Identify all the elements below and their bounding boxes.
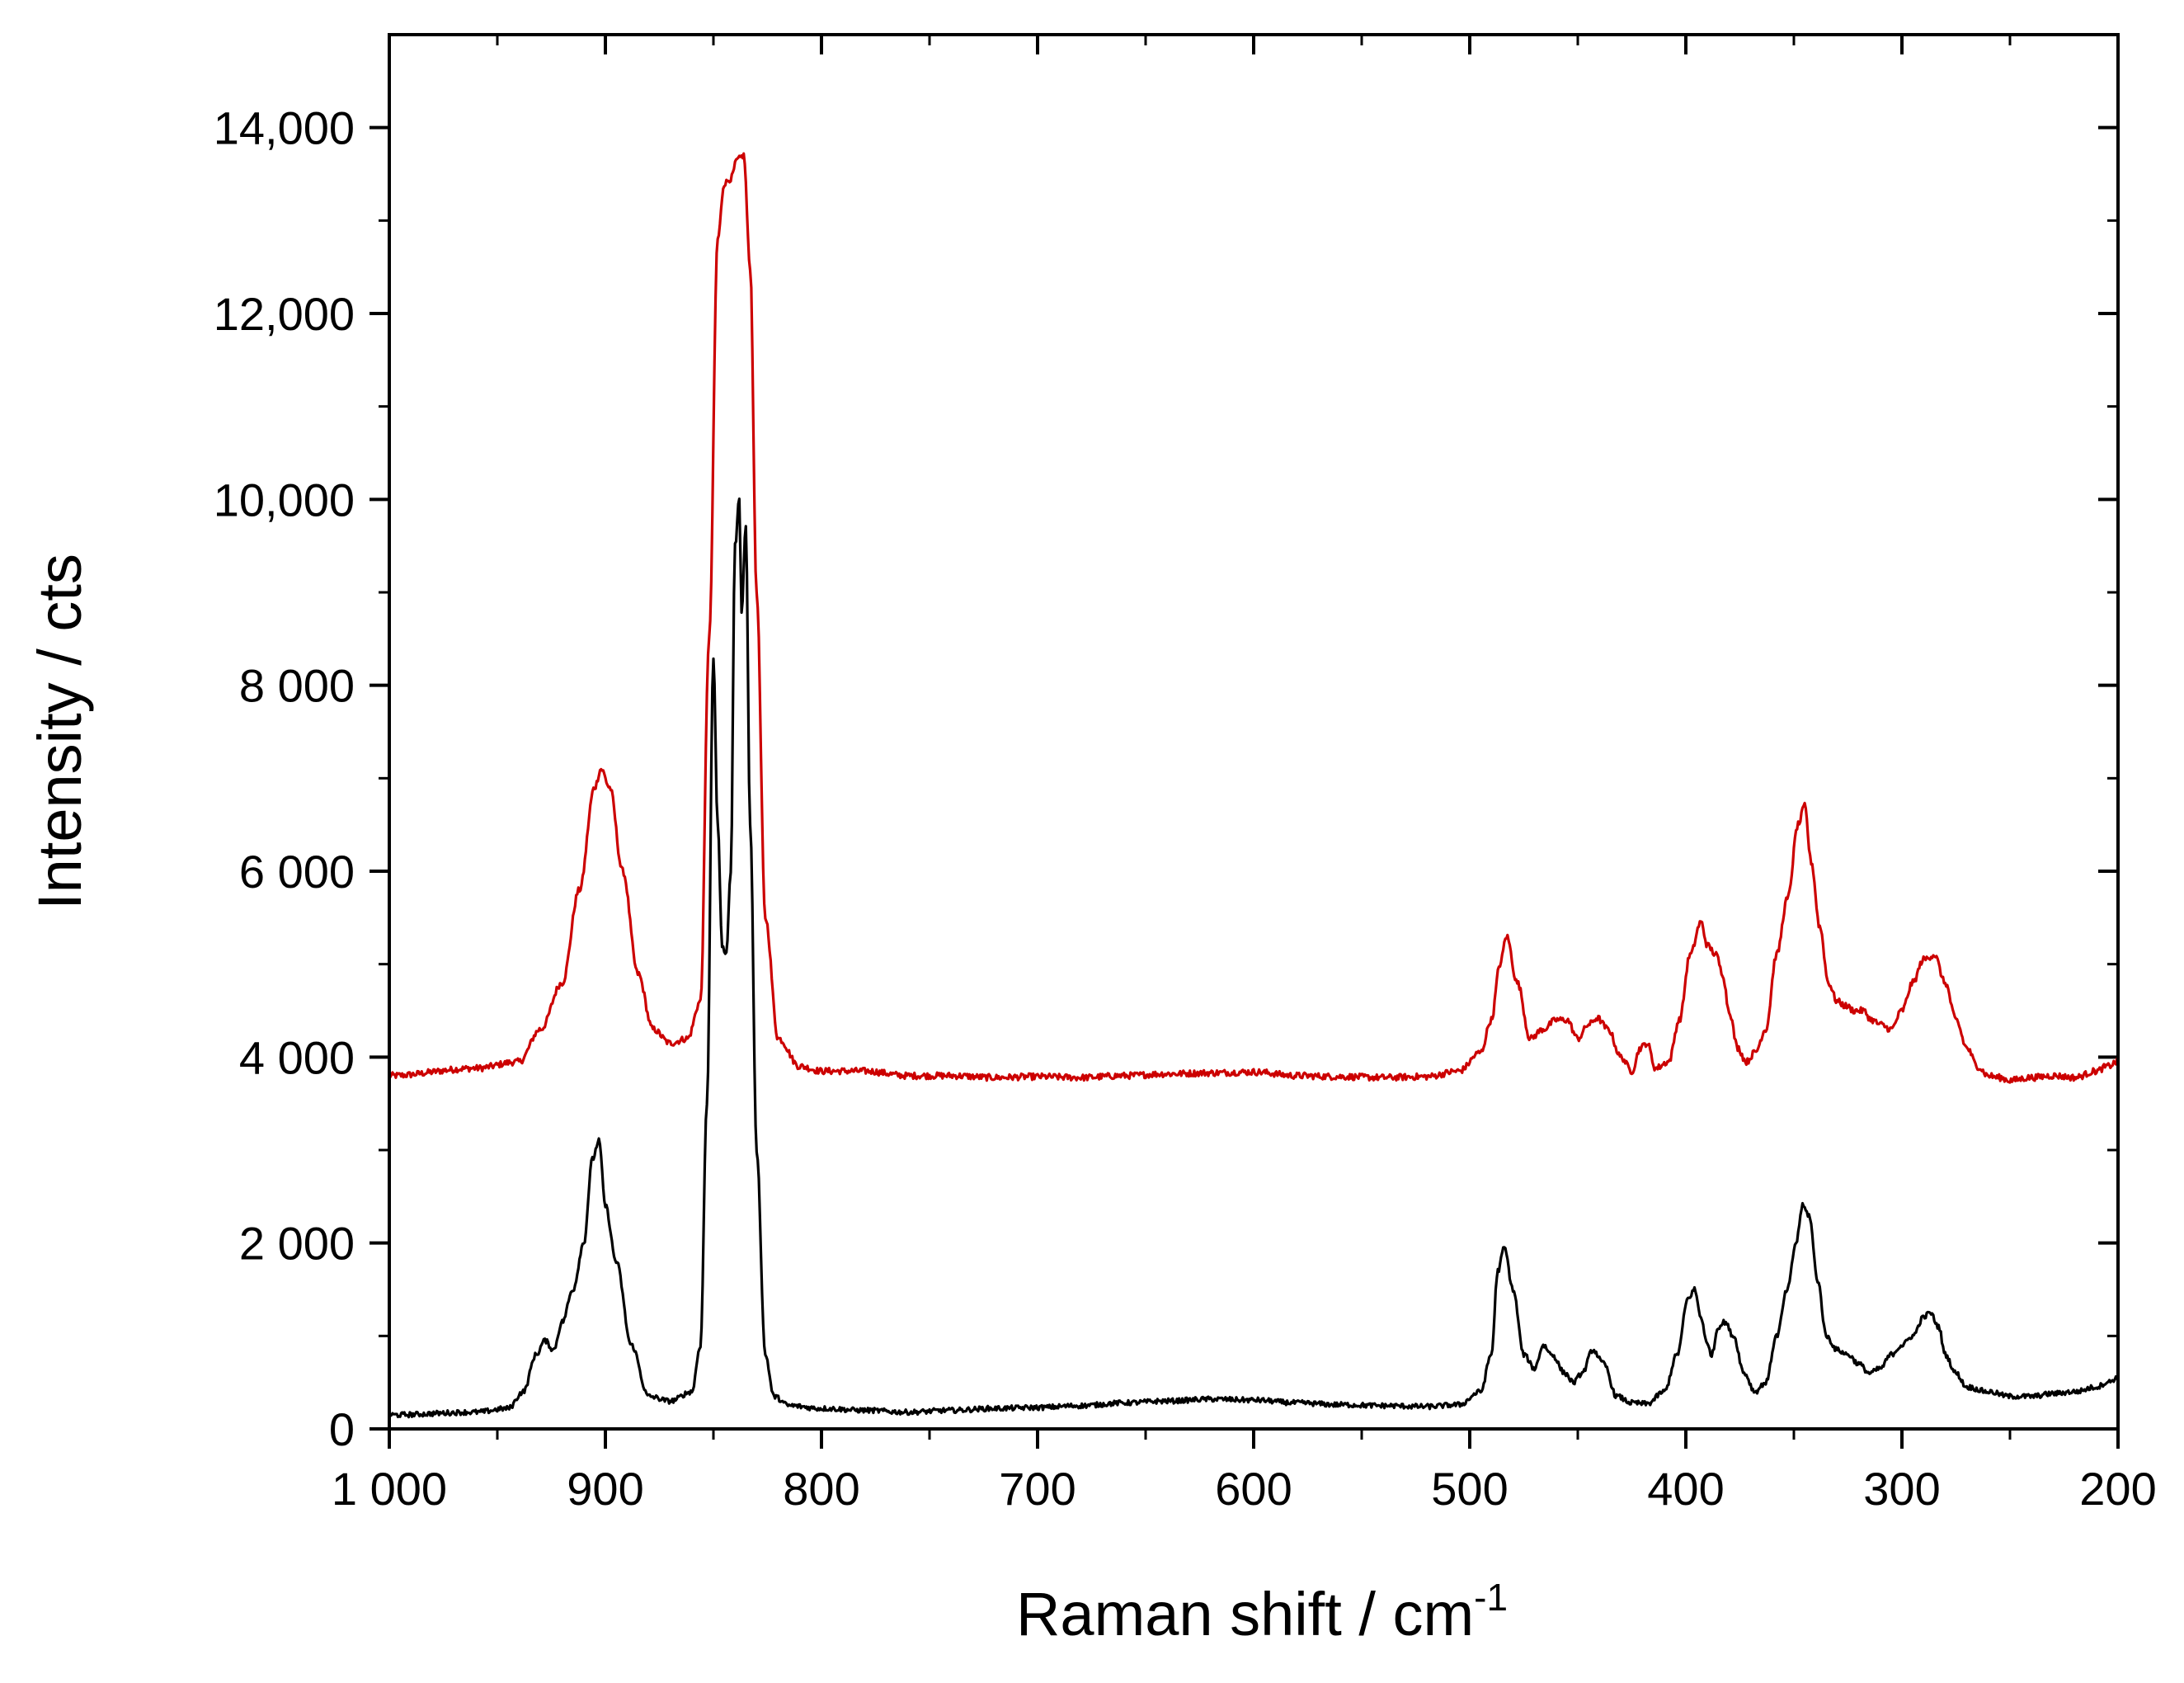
plot-frame [388,33,2120,1431]
x-axis-title: Raman shift / cm-1 [1016,1576,1508,1648]
x-tick-label: 300 [1863,1463,1940,1515]
spectrum-line-lower [388,497,2120,1419]
x-tick-label: 700 [999,1463,1076,1515]
y-tick-label: 8 000 [239,660,355,712]
y-tick-label: 4 000 [239,1031,355,1083]
y-tick-label: 12,000 [214,288,355,340]
y-tick-label: 6 000 [239,846,355,898]
y-tick-label: 0 [329,1403,355,1455]
x-tick-label: 500 [1431,1463,1508,1515]
x-tick-label: 400 [1647,1463,1724,1515]
y-tick-label: 2 000 [239,1218,355,1270]
x-tick-label: 200 [2079,1463,2156,1515]
x-tick-label: 600 [1215,1463,1292,1515]
x-tick-label: 1 000 [332,1463,447,1515]
spectrum-line-upper [388,152,2120,1084]
spectra [388,152,2120,1419]
y-tick-label: 14,000 [214,102,355,154]
x-tick-label: 900 [567,1463,643,1515]
y-tick-label: 10,000 [214,474,355,526]
x-tick-label: 800 [783,1463,859,1515]
x-axis-title-superscript: -1 [1474,1576,1508,1619]
y-axis-title: Intensity / cts [26,554,94,910]
x-axis-title-text: Raman shift / cm [1016,1580,1474,1648]
tick-labels: 1 000 900 800 700 600 500 400 300 200 0 2 000 4 000… [214,102,2157,1515]
